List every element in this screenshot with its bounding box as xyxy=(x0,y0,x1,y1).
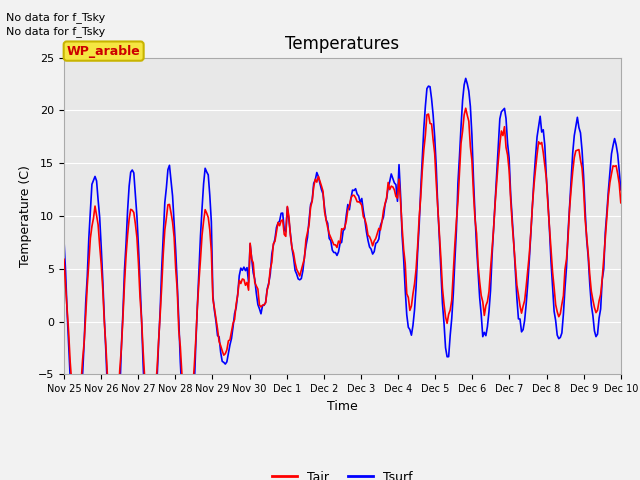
Text: No data for f_Tsky: No data for f_Tsky xyxy=(6,12,106,23)
Text: No data for f_Tsky: No data for f_Tsky xyxy=(6,26,106,37)
Text: WP_arable: WP_arable xyxy=(67,45,141,58)
Title: Temperatures: Temperatures xyxy=(285,35,399,53)
Legend: Tair, Tsurf: Tair, Tsurf xyxy=(268,466,417,480)
X-axis label: Time: Time xyxy=(327,400,358,413)
Y-axis label: Temperature (C): Temperature (C) xyxy=(19,165,33,267)
